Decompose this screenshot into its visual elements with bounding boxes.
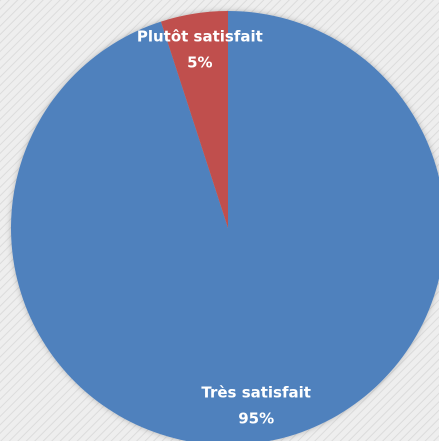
pie bbox=[11, 11, 439, 441]
slice-value-label: 5% bbox=[187, 54, 212, 72]
slice-value-label: 95% bbox=[238, 409, 274, 427]
slice-label: Plutôt satisfait bbox=[137, 28, 263, 46]
pie-slice bbox=[11, 11, 439, 441]
slice-label: Très satisfait bbox=[201, 383, 311, 401]
pie-slice bbox=[160, 11, 228, 228]
